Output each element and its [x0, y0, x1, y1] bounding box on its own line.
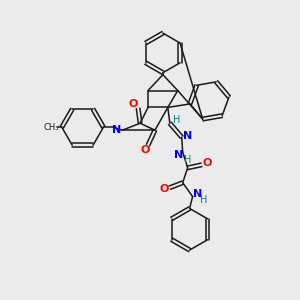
- Text: N: N: [193, 189, 202, 199]
- Text: N: N: [174, 150, 183, 160]
- Text: N: N: [112, 125, 121, 135]
- Text: O: O: [140, 145, 150, 155]
- Text: O: O: [203, 158, 212, 168]
- Text: H: H: [184, 155, 191, 165]
- Text: H: H: [200, 194, 207, 205]
- Text: N: N: [183, 131, 192, 141]
- Text: O: O: [159, 184, 169, 194]
- Text: CH₃: CH₃: [43, 123, 59, 132]
- Text: H: H: [173, 115, 180, 125]
- Text: O: O: [128, 99, 138, 110]
